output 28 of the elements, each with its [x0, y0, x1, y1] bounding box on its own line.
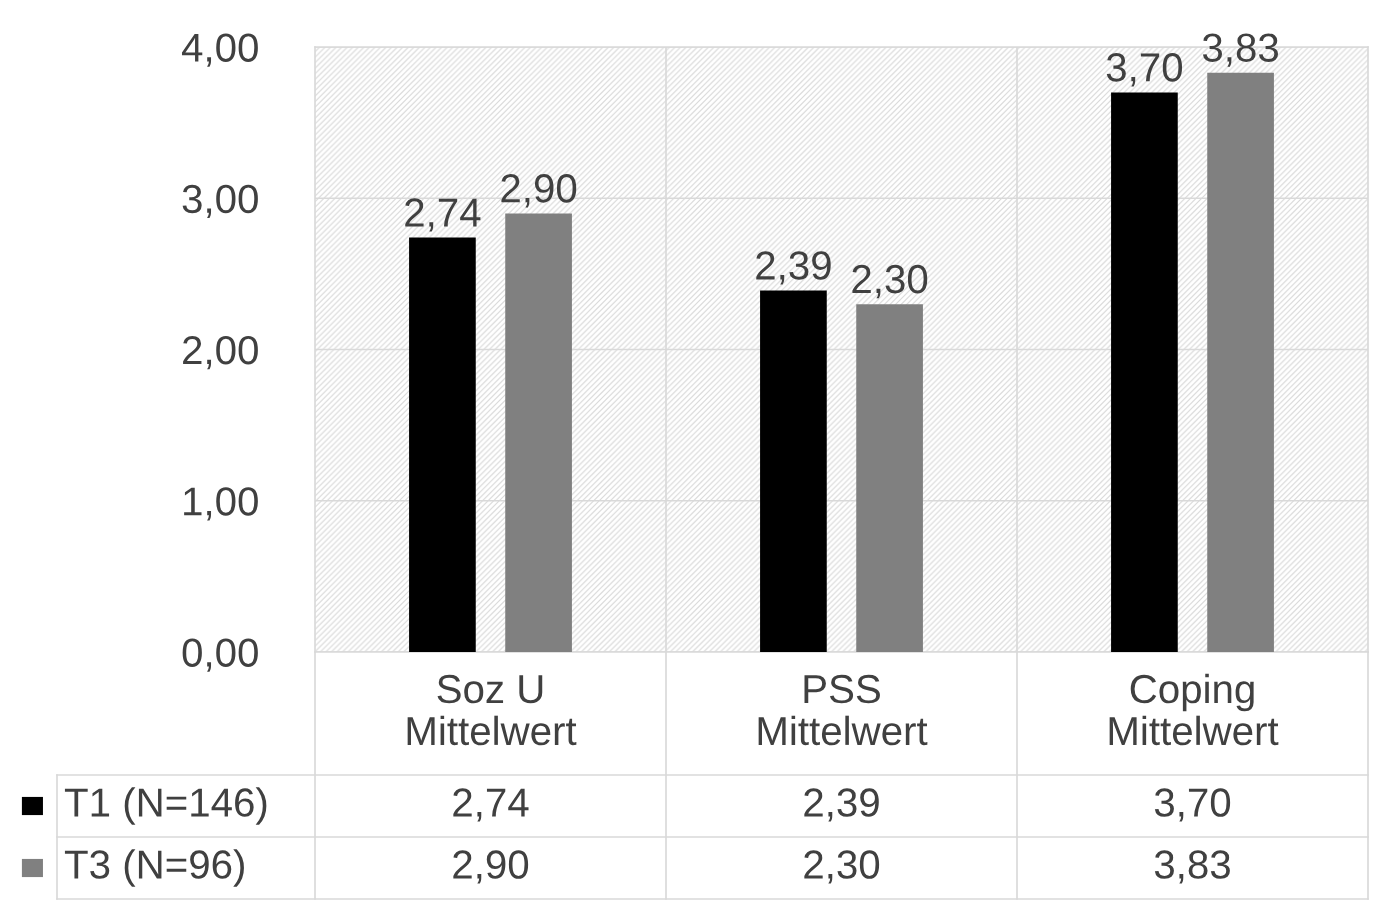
bar — [505, 213, 572, 652]
text: 3,70 — [1106, 53, 1183, 87]
data-label: 2,74 — [453, 788, 529, 822]
y-tick-label: 2,00 — [183, 335, 258, 370]
data-label: 2,30 — [804, 850, 880, 884]
data-label: 2,39 — [804, 788, 879, 822]
bar — [856, 304, 923, 652]
x-tick-label: Soz U Mittelwert — [407, 674, 577, 746]
legend-label: T3 (N=96) — [64, 849, 244, 887]
y-tick-label: 0,00 — [182, 638, 258, 672]
bar — [760, 290, 827, 652]
y-tick-label: 4,00 — [181, 33, 258, 67]
data-label: 3,70 — [1154, 788, 1231, 822]
bar — [1111, 92, 1178, 652]
data-label: 3,83 — [1154, 850, 1230, 884]
bar — [1207, 72, 1274, 652]
text: 3,83 — [1202, 33, 1279, 67]
x-tick-label: Coping Mittelwert — [1109, 673, 1279, 746]
text: 2,90 — [501, 174, 577, 208]
legend-label: T1 (N=146) — [64, 787, 267, 825]
bar — [409, 237, 476, 652]
text: 2,30 — [852, 264, 928, 299]
y-tick-label: 3,00 — [182, 184, 258, 218]
text: 2,74 — [405, 198, 481, 232]
x-tick-label: PSS Mittelwert — [758, 674, 928, 746]
data-label: 2,90 — [453, 850, 529, 884]
text: 2,39 — [756, 251, 831, 285]
y-tick-label: 1,00 — [184, 487, 258, 521]
